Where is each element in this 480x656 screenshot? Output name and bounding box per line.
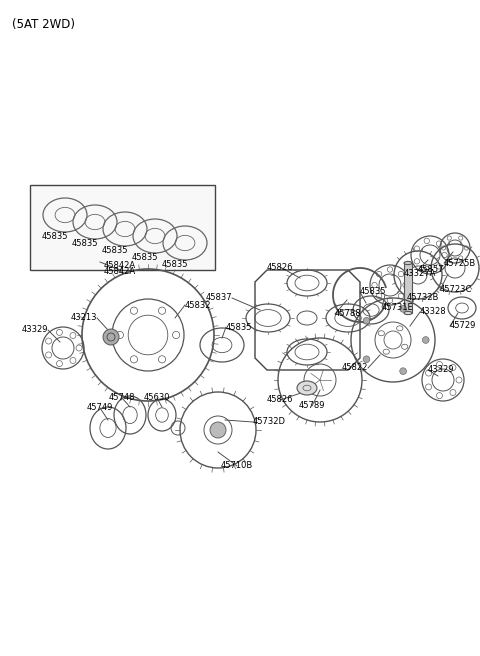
Text: 45788: 45788: [335, 310, 361, 319]
Text: 45729: 45729: [450, 321, 476, 331]
Text: 45835: 45835: [162, 260, 189, 269]
Text: 43327A: 43327A: [404, 268, 436, 277]
Circle shape: [210, 422, 226, 438]
Text: 43329: 43329: [22, 325, 48, 335]
Ellipse shape: [297, 381, 317, 395]
Text: 45826: 45826: [267, 396, 293, 405]
Text: 45835: 45835: [132, 253, 158, 262]
Text: 45842A: 45842A: [104, 268, 136, 276]
Text: (5AT 2WD): (5AT 2WD): [12, 18, 75, 31]
Text: 45710B: 45710B: [221, 462, 253, 470]
Text: 45822: 45822: [342, 363, 368, 373]
Text: 45748: 45748: [109, 394, 135, 403]
Circle shape: [400, 306, 407, 312]
Text: 45832: 45832: [185, 300, 212, 310]
Bar: [30, 185, 215, 270]
Circle shape: [103, 329, 119, 345]
Text: 45630: 45630: [144, 394, 170, 403]
Circle shape: [422, 337, 429, 343]
Text: 45723C: 45723C: [440, 285, 472, 295]
Text: 45789: 45789: [299, 401, 325, 411]
Text: 43213: 43213: [71, 314, 97, 323]
Text: 45857: 45857: [418, 266, 444, 274]
Bar: [404, 263, 412, 313]
Text: 45732B: 45732B: [407, 293, 439, 302]
Text: 45731E: 45731E: [382, 302, 414, 312]
Ellipse shape: [404, 312, 412, 315]
Circle shape: [363, 318, 370, 324]
Text: 45835: 45835: [360, 287, 386, 297]
Text: 43328: 43328: [420, 308, 446, 316]
Circle shape: [400, 368, 407, 375]
Text: 45835: 45835: [42, 232, 69, 241]
Text: 45842A: 45842A: [104, 261, 136, 270]
Text: 45835: 45835: [72, 239, 98, 248]
Text: 45835: 45835: [102, 246, 129, 255]
Circle shape: [363, 356, 370, 363]
Text: 45725B: 45725B: [444, 258, 476, 268]
Text: 45749: 45749: [87, 403, 113, 413]
Text: 43329: 43329: [428, 365, 455, 375]
Text: 45732D: 45732D: [253, 417, 286, 426]
Text: 45826: 45826: [267, 262, 293, 272]
Text: 45835: 45835: [226, 323, 252, 331]
Ellipse shape: [404, 261, 412, 264]
Text: 45837: 45837: [205, 293, 232, 302]
